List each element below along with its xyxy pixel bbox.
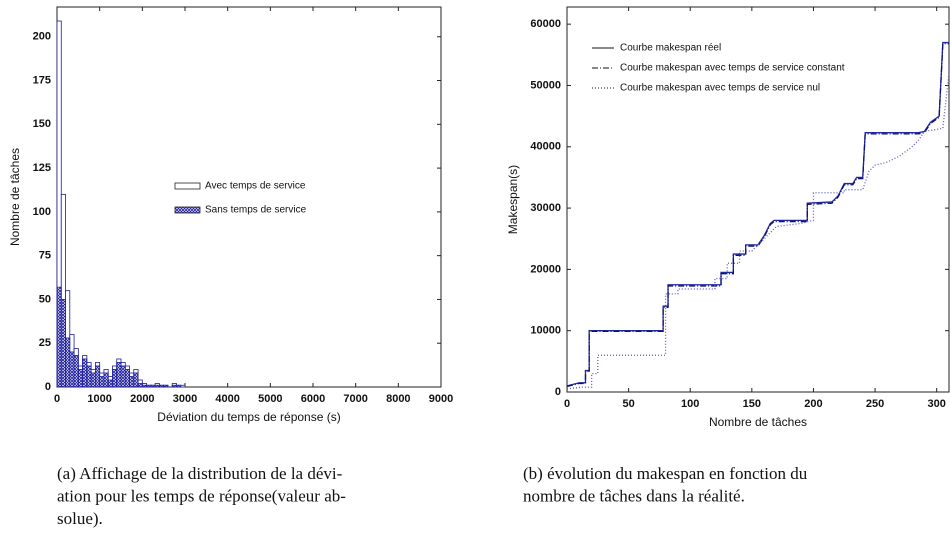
y-tick-label: 10000 <box>530 325 561 337</box>
y-tick-label: 75 <box>39 250 51 262</box>
caption: nombre de tâches dans la réalité. <box>523 486 745 505</box>
x-tick-label: 9000 <box>429 393 453 405</box>
legend-label: Courbe makespan avec temps de service nu… <box>620 83 820 94</box>
caption: ation pour les temps de réponse(valeur a… <box>57 486 346 505</box>
histogram-bar <box>60 299 66 388</box>
x-tick-label: 5000 <box>258 393 282 405</box>
y-tick-label: 25 <box>39 337 51 349</box>
line-series <box>566 43 949 388</box>
histogram-bar <box>124 369 130 388</box>
histogram-bar <box>176 384 182 388</box>
y-tick-label: 0 <box>555 386 561 398</box>
histogram-bar <box>95 365 101 388</box>
legend-label: Courbe makespan avec temps de service co… <box>620 63 845 74</box>
histogram-bar <box>107 379 113 388</box>
x-tick-label: 150 <box>743 398 761 410</box>
y-tick-label: 175 <box>33 74 51 86</box>
histogram-bar <box>171 384 177 388</box>
x-tick-label: 1000 <box>87 393 111 405</box>
x-tick-label: 0 <box>54 393 60 405</box>
histogram-bar <box>154 384 160 388</box>
x-tick-label: 200 <box>804 398 822 410</box>
y-axis-label: Nombre de tâches <box>8 148 22 246</box>
x-tick-label: 300 <box>927 398 945 410</box>
legend-label: Sans temps de service <box>205 205 307 216</box>
x-tick-label: 0 <box>564 398 570 410</box>
histogram-bar <box>163 384 169 388</box>
y-tick-label: 100 <box>33 206 51 218</box>
y-axis-label: Makespan(s) <box>506 165 520 234</box>
y-tick-label: 20000 <box>530 263 561 275</box>
histogram-bar <box>73 355 79 388</box>
y-tick-label: 50 <box>39 293 51 305</box>
y-tick-label: 125 <box>33 162 51 174</box>
x-tick-label: 4000 <box>215 393 239 405</box>
y-tick-label: 60000 <box>530 18 561 30</box>
histogram-bar <box>103 372 109 388</box>
histogram-bar <box>129 376 135 388</box>
caption: solue). <box>57 509 103 528</box>
legend-swatch <box>174 182 201 190</box>
histogram-bar <box>180 384 186 388</box>
legend-swatch <box>174 206 201 214</box>
histogram-bar <box>146 384 152 388</box>
histogram-bar <box>150 384 156 388</box>
histogram-bar <box>120 365 126 388</box>
y-tick-label: 150 <box>33 118 51 130</box>
caption: (a) Affichage de la distribution de la d… <box>57 464 343 483</box>
line-series <box>566 41 949 387</box>
x-tick-label: 250 <box>866 398 884 410</box>
histogram-bar <box>56 286 62 388</box>
plot-frame <box>56 6 442 388</box>
x-axis-label: Nombre de tâches <box>709 415 807 429</box>
legend-label: Avec temps de service <box>205 181 306 192</box>
x-tick-label: 8000 <box>386 393 410 405</box>
histogram-bar <box>65 337 71 388</box>
histogram-bar <box>82 358 88 388</box>
x-axis-label: Déviation du temps de réponse (s) <box>157 410 340 424</box>
histogram-bar <box>99 376 105 388</box>
caption: (b) évolution du makespan en fonction du <box>523 464 808 483</box>
x-tick-label: 50 <box>622 398 634 410</box>
plot-frame <box>566 6 950 393</box>
y-tick-label: 40000 <box>530 141 561 153</box>
histogram-bar <box>137 383 143 388</box>
histogram-bar <box>133 372 139 388</box>
x-tick-label: 100 <box>681 398 699 410</box>
histogram-bar <box>86 365 92 388</box>
histogram-bar <box>90 372 96 388</box>
histogram-bar <box>116 362 122 388</box>
histogram-bar <box>77 369 84 388</box>
histogram-bar <box>158 384 165 388</box>
x-tick-label: 7000 <box>343 393 367 405</box>
x-tick-label: 6000 <box>301 393 325 405</box>
x-tick-label: 3000 <box>173 393 197 405</box>
y-tick-label: 30000 <box>530 202 561 214</box>
line-series <box>566 64 950 390</box>
y-tick-label: 50000 <box>530 79 561 91</box>
histogram-bar <box>141 384 147 388</box>
y-tick-label: 0 <box>45 381 51 393</box>
y-tick-label: 200 <box>33 31 51 43</box>
histogram-bar <box>69 351 75 388</box>
legend-label: Courbe makespan réel <box>620 43 721 54</box>
x-tick-label: 2000 <box>130 393 154 405</box>
histogram-bar <box>112 369 118 388</box>
